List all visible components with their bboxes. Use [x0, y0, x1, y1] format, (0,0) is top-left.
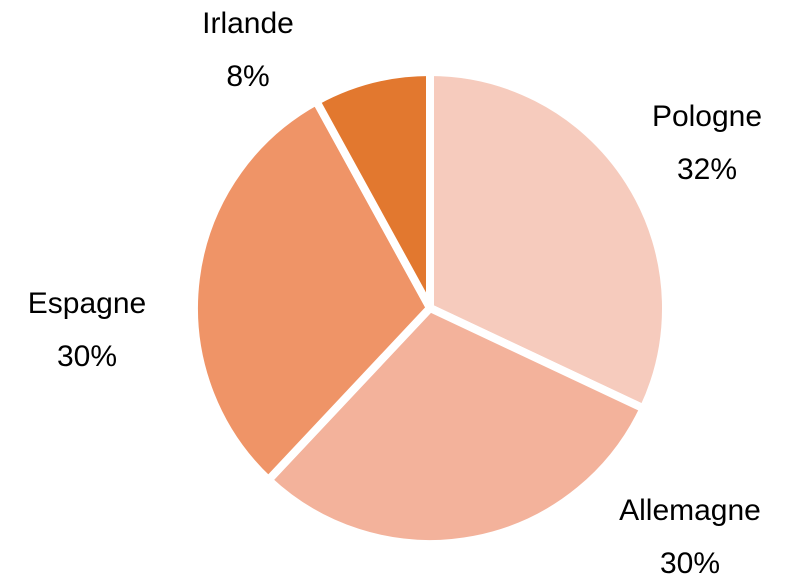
pie-slice: [190, 97, 434, 485]
pie-slice: [426, 68, 670, 413]
slice-value-label: 32%: [677, 153, 737, 186]
slice-value-label: 30%: [57, 340, 117, 373]
slice-label: Irlande: [202, 7, 294, 40]
slice-label: Allemagne: [619, 494, 761, 527]
pie-slice: [264, 304, 648, 548]
slice-label: Espagne: [28, 287, 146, 320]
slice-value-label: 30%: [660, 547, 720, 578]
slice-value-label: 8%: [226, 60, 269, 93]
pie-slice: [312, 68, 434, 312]
slice-label: Pologne: [652, 100, 762, 133]
